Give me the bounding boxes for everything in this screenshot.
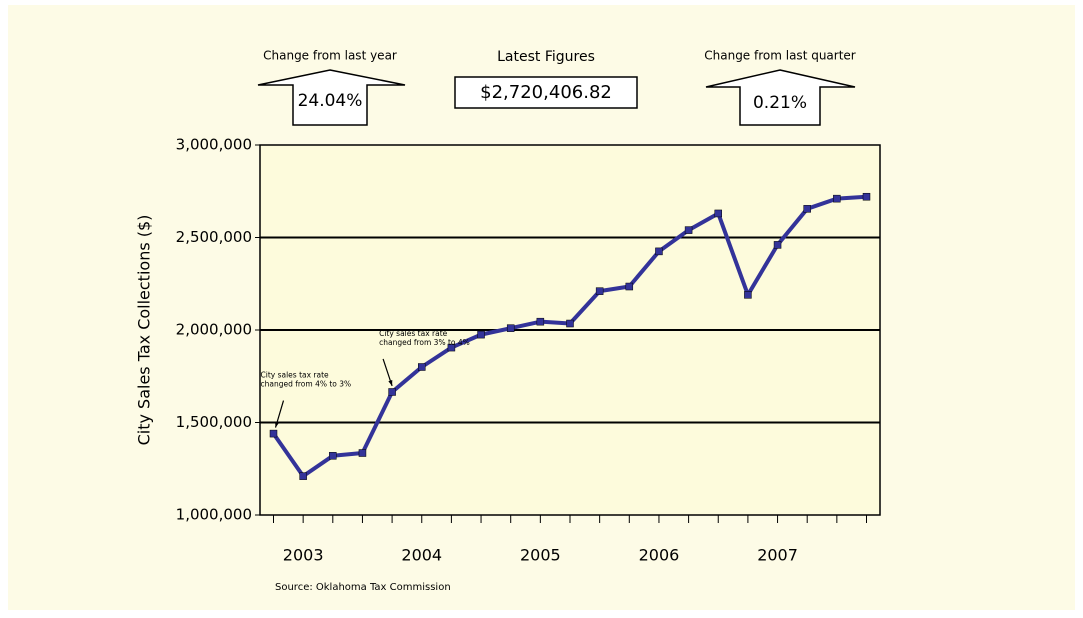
y-axis-label: City Sales Tax Collections ($)	[135, 215, 154, 446]
up-arrow	[705, 69, 856, 126]
header-label: Latest Figures	[497, 49, 595, 65]
header-value: $2,720,406.82	[480, 82, 612, 103]
point-marker	[566, 319, 574, 328]
point-marker	[447, 343, 456, 352]
point-marker	[269, 429, 278, 438]
y-tick-label: 1,000,000	[176, 506, 252, 524]
y-tick-label: 2,500,000	[176, 228, 252, 246]
point-marker	[595, 287, 604, 295]
point-marker	[536, 317, 545, 326]
annotation-text: City sales tax rate	[261, 371, 330, 380]
x-tick-label: 2007	[757, 546, 798, 565]
up-arrow	[257, 69, 406, 126]
point-marker	[299, 472, 307, 480]
y-tick-label: 2,000,000	[176, 321, 252, 339]
value-box	[454, 76, 638, 109]
header-label: Change from last quarter	[704, 49, 856, 63]
point-marker	[833, 194, 841, 203]
x-tick-label: 2006	[639, 546, 680, 565]
point-marker	[744, 291, 752, 299]
point-marker	[418, 363, 426, 371]
point-marker	[862, 192, 871, 201]
point-marker	[329, 452, 337, 460]
point-marker	[714, 209, 722, 218]
point-marker	[655, 247, 663, 256]
point-marker	[773, 241, 782, 249]
point-marker	[388, 388, 396, 396]
y-tick-label: 1,500,000	[176, 413, 252, 431]
point-marker	[803, 205, 811, 213]
annotation-arrowhead	[275, 421, 280, 428]
header-value: 24.04%	[298, 91, 363, 111]
annotation-arrowhead	[388, 379, 393, 386]
point-marker	[506, 324, 515, 332]
annotation-text: City sales tax rate	[379, 329, 448, 338]
y-tick-label: 3,000,000	[176, 136, 252, 154]
point-marker	[358, 449, 367, 457]
point-marker	[684, 226, 693, 234]
point-marker	[477, 330, 485, 339]
header-value: 0.21%	[753, 93, 807, 113]
annotation-text: changed from 4% to 3%	[261, 380, 352, 389]
annotation-text: changed from 3% to 4%	[379, 338, 470, 347]
x-tick-label: 2005	[520, 546, 561, 565]
x-tick-label: 2004	[401, 546, 442, 565]
x-tick-label: 2003	[283, 546, 324, 565]
header-label: Change from last year	[263, 49, 397, 63]
source: Source: Oklahoma Tax Commission	[275, 582, 451, 593]
point-marker	[625, 282, 634, 291]
